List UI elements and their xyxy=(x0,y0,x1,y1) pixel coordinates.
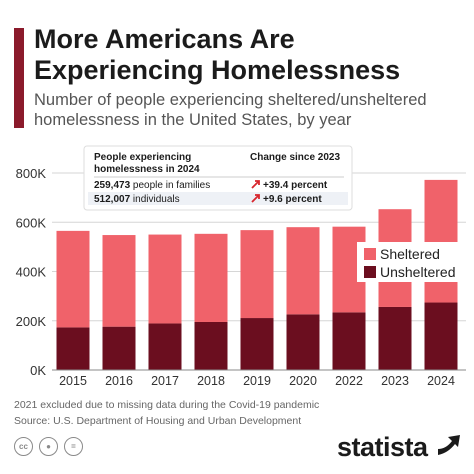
x-tick-label: 2019 xyxy=(243,374,271,388)
bar-unsheltered xyxy=(56,327,90,370)
bar-sheltered xyxy=(286,227,320,315)
inset-header-people: People experiencing homelessness in 2024 xyxy=(94,152,200,175)
license-icons: cc ● = xyxy=(14,437,83,456)
inset-row-text: 512,007 individuals xyxy=(94,194,180,205)
bar-unsheltered xyxy=(378,306,412,370)
x-tick-label: 2015 xyxy=(59,374,87,388)
y-tick-label: 0K xyxy=(30,363,46,378)
bar-unsheltered xyxy=(148,323,182,370)
footnote: 2021 excluded due to missing data during… xyxy=(14,397,319,429)
bar-unsheltered xyxy=(102,326,136,370)
bar-sheltered xyxy=(194,233,228,322)
y-tick-label: 200K xyxy=(16,314,47,329)
legend-swatch-unsheltered xyxy=(364,266,376,278)
y-tick-label: 400K xyxy=(16,265,47,280)
bar-sheltered xyxy=(102,235,136,327)
inset-row-shade xyxy=(88,192,348,205)
statista-logo-mark-icon xyxy=(438,435,460,455)
equals-icon[interactable]: = xyxy=(64,437,83,456)
person-icon[interactable]: ● xyxy=(39,437,58,456)
x-tick-label: 2022 xyxy=(335,374,363,388)
x-tick-label: 2018 xyxy=(197,374,225,388)
x-tick-label: 2024 xyxy=(427,374,455,388)
bar-unsheltered xyxy=(424,302,458,370)
bar-sheltered xyxy=(240,230,274,319)
cc-icon[interactable]: cc xyxy=(14,437,33,456)
footnote-source: Source: U.S. Department of Housing and U… xyxy=(14,415,302,427)
legend-label-sheltered: Sheltered xyxy=(380,246,440,262)
arrow-up-icon xyxy=(251,180,260,189)
inset-row-text: 259,473 people in families xyxy=(94,180,210,191)
bar-unsheltered xyxy=(332,312,366,370)
statista-logo[interactable]: statista xyxy=(337,432,428,462)
bar-sheltered xyxy=(424,179,458,303)
y-tick-label: 800K xyxy=(16,166,47,181)
footnote-note: 2021 excluded due to missing data during… xyxy=(14,399,320,411)
bar-unsheltered xyxy=(286,314,320,370)
chart-title: More Americans Are Experiencing Homeless… xyxy=(34,24,401,85)
bar-unsheltered xyxy=(240,318,274,370)
y-tick-label: 600K xyxy=(16,215,47,230)
inset-row-change: +9.6 percent xyxy=(263,194,322,205)
bar-sheltered xyxy=(148,234,182,324)
arrow-up-icon xyxy=(251,194,260,203)
x-tick-label: 2017 xyxy=(151,374,179,388)
x-tick-label: 2016 xyxy=(105,374,133,388)
legend-label-unsheltered: Unsheltered xyxy=(380,264,456,280)
accent-bar xyxy=(14,28,24,128)
x-tick-label: 2020 xyxy=(289,374,317,388)
chart-subtitle: Number of people experiencing sheltered/… xyxy=(34,91,427,129)
legend-swatch-sheltered xyxy=(364,248,376,260)
inset-header-change: Change since 2023 xyxy=(250,152,340,163)
inset-row-change: +39.4 percent xyxy=(263,180,328,191)
bar-sheltered xyxy=(56,230,90,328)
x-tick-label: 2023 xyxy=(381,374,409,388)
bar-unsheltered xyxy=(194,321,228,370)
